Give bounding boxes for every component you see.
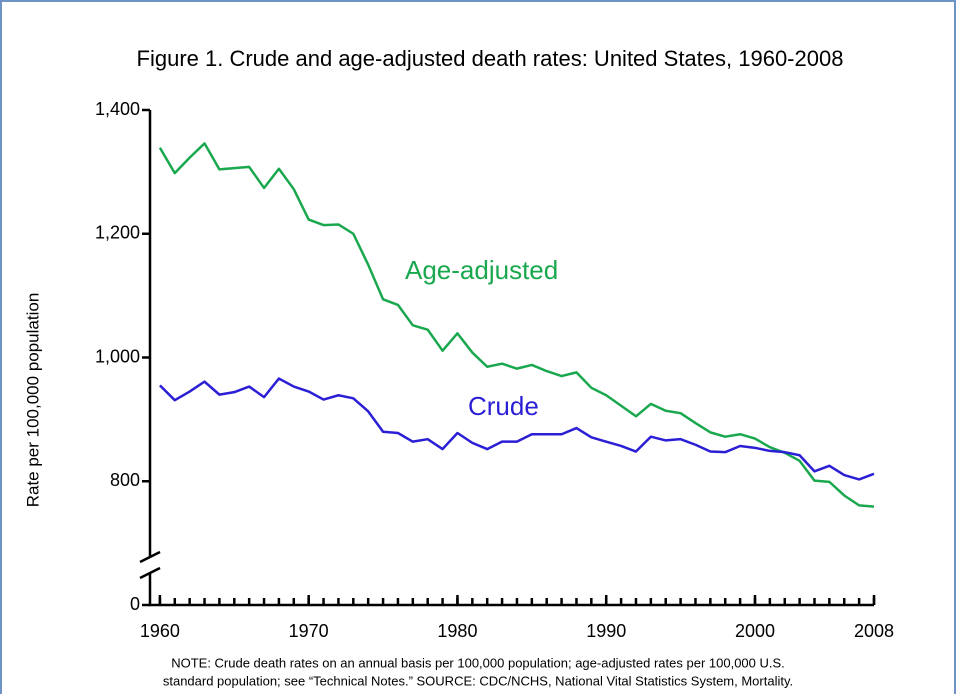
y-tick-label: 0	[130, 594, 140, 614]
series-label: Age-adjusted	[405, 255, 558, 285]
chart-title: Figure 1. Crude and age-adjusted death r…	[137, 46, 844, 71]
x-tick-label: 2008	[854, 621, 894, 641]
x-tick-label: 1990	[586, 621, 626, 641]
note: NOTE: Crude death rates on an annual bas…	[171, 655, 785, 670]
x-tick-label: 1980	[437, 621, 477, 641]
axis-break	[139, 566, 161, 580]
y-tick-label: 1,000	[95, 346, 140, 366]
x-tick-label: 1970	[289, 621, 329, 641]
axis-break	[139, 550, 161, 564]
x-tick-label: 2000	[735, 621, 775, 641]
y-tick-label: 800	[110, 470, 140, 490]
series-line	[158, 142, 875, 508]
x-tick-label: 1960	[140, 621, 180, 641]
y-tick-label: 1,400	[95, 99, 140, 119]
series-line	[159, 377, 875, 481]
series-label: Crude	[468, 391, 539, 421]
y-axis-label: Rate per 100,000 population	[23, 293, 42, 508]
note: standard population; see “Technical Note…	[163, 673, 793, 688]
y-tick-label: 1,200	[95, 223, 140, 243]
